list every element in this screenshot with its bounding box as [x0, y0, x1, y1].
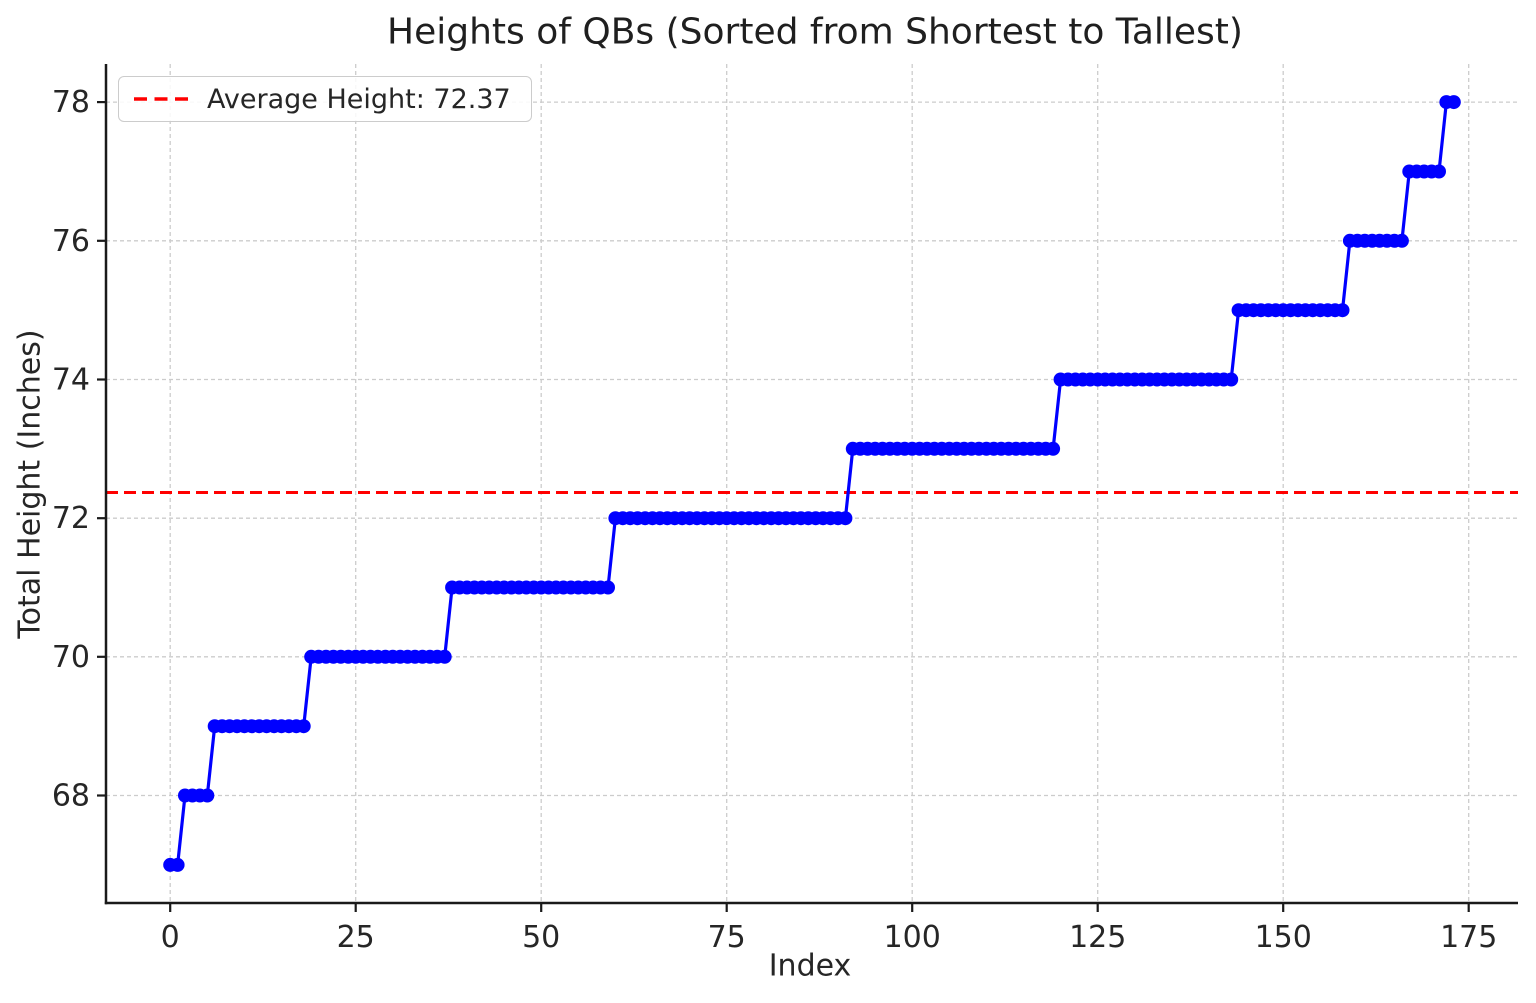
data-point: [838, 511, 853, 526]
data-point: [200, 788, 215, 803]
y-tick-label: 76: [52, 224, 90, 259]
y-tick-label: 70: [52, 640, 90, 675]
chart-title: Heights of QBs (Sorted from Shortest to …: [387, 11, 1243, 53]
x-tick-label: 75: [708, 920, 746, 955]
x-tick-label: 175: [1440, 920, 1497, 955]
data-point: [1046, 441, 1061, 456]
data-point: [170, 857, 185, 872]
x-tick-label: 0: [161, 920, 180, 955]
data-point: [296, 719, 311, 734]
data-point: [1394, 233, 1409, 248]
legend-dash-icon: [134, 97, 190, 101]
data-point: [601, 580, 615, 595]
x-tick-label: 25: [337, 920, 375, 955]
data-point: [437, 649, 452, 664]
data-point: [1446, 95, 1461, 110]
x-tick-label: 100: [884, 920, 941, 955]
legend: Average Height: 72.37: [118, 76, 532, 122]
x-tick-label: 50: [522, 920, 560, 955]
data-point: [1432, 164, 1446, 179]
y-tick-label: 78: [52, 85, 90, 120]
y-axis-label: Total Height (Inches): [12, 329, 48, 639]
x-tick-label: 150: [1255, 920, 1312, 955]
y-tick-label: 72: [52, 501, 90, 536]
legend-label: Average Height: 72.37: [207, 83, 511, 115]
y-tick-label: 68: [52, 779, 90, 814]
data-point: [1224, 372, 1239, 387]
x-tick-label: 125: [1069, 920, 1126, 955]
series-line: [170, 100, 1454, 867]
y-tick-label: 74: [52, 363, 90, 398]
x-axis-label: Index: [768, 948, 852, 984]
data-point: [1335, 303, 1350, 318]
